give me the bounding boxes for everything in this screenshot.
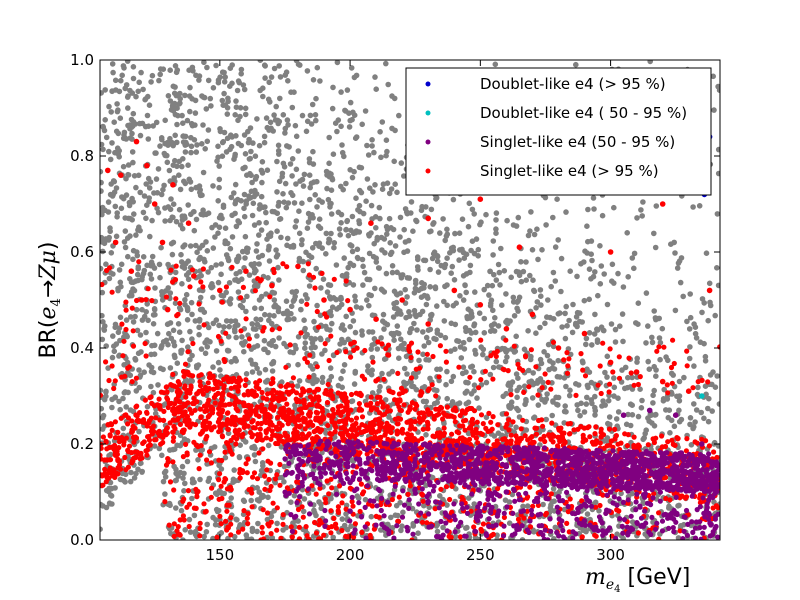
series-2-point-5 (425, 456, 431, 462)
series-2-point-16 (699, 441, 705, 447)
series-3-point-26 (556, 345, 562, 351)
series-2-point-17 (673, 412, 679, 418)
legend-marker-3 (426, 169, 431, 174)
series-3-point-8 (113, 240, 119, 246)
series-3-point-13 (217, 288, 223, 294)
series-2-point-2 (347, 480, 353, 486)
series-2-point-21 (556, 494, 562, 500)
series-3-point-0 (105, 168, 111, 174)
series-2-point-12 (608, 470, 614, 476)
series-2-point-0 (295, 451, 301, 457)
series-2-point-20 (504, 489, 510, 495)
series-3-point-7 (186, 220, 192, 226)
series-3-point-39 (517, 244, 523, 250)
series-2-point-15 (686, 470, 692, 476)
series-2-point-18 (647, 408, 653, 414)
series-3-point-36 (608, 249, 614, 255)
series-2-point-19 (621, 412, 627, 418)
series-3-point-20 (399, 297, 405, 303)
y-tick-label-5: 1.0 (70, 51, 94, 69)
series-3-point-25 (530, 312, 536, 318)
series-3-point-22 (452, 288, 458, 294)
series-1-point-0 (699, 393, 705, 399)
series-3-point-14 (243, 268, 249, 274)
series-2-point-11 (582, 465, 588, 471)
series-3-point-31 (686, 388, 692, 394)
series-3-point-6 (170, 182, 176, 188)
series-3-point-2 (134, 139, 140, 145)
series-3-point-18 (347, 307, 353, 313)
series-3-point-12 (191, 273, 197, 279)
series-2-point-22 (608, 489, 614, 495)
series-2-point-4 (399, 470, 405, 476)
series-2-point-9 (530, 465, 536, 471)
series-2-point-8 (504, 470, 510, 476)
series-2-point-26 (478, 513, 484, 519)
legend-marker-1 (426, 111, 431, 116)
series-3-point-5 (160, 240, 166, 246)
series-3-point-37 (660, 201, 666, 207)
x-tick-label-0: 150 (206, 546, 235, 564)
x-axis-label: me4 [GeV] (585, 565, 690, 595)
legend: Doublet-like e4 (> 95 %) Doublet-like e4 … (406, 68, 711, 195)
series-3-point-1 (118, 172, 124, 178)
legend-marker-2 (426, 140, 431, 145)
y-tick-label-2: 0.4 (70, 339, 94, 357)
series-3-point-32 (707, 288, 713, 294)
series-2-point-10 (556, 460, 562, 466)
series-3-point-27 (582, 331, 588, 337)
legend-label-3: Singlet-like e4 (> 95 %) (480, 162, 659, 180)
legend-label-1: Doublet-like e4 ( 50 - 95 %) (480, 104, 687, 122)
series-2-point-13 (634, 465, 640, 471)
series-3-point-29 (634, 369, 640, 375)
series-3-point-19 (373, 316, 379, 322)
series-2-point-6 (452, 465, 458, 471)
y-tick-label-4: 0.8 (70, 147, 94, 165)
y-tick-label-3: 0.6 (70, 243, 94, 261)
series-2-point-23 (660, 484, 666, 490)
series-3-point-23 (478, 302, 484, 308)
series-3-point-28 (608, 360, 614, 366)
legend-marker-0 (426, 82, 431, 87)
series-3-point-34 (478, 196, 484, 202)
x-tick-label-1: 200 (336, 546, 365, 564)
series-3-point-10 (139, 297, 145, 303)
y-axis-label: BR(e4→Zμ) (36, 242, 64, 359)
legend-label-2: Singlet-like e4 (50 - 95 %) (480, 133, 675, 151)
series-3-point-17 (321, 297, 327, 303)
legend-label-0: Doublet-like e4 (> 95 %) (480, 75, 666, 93)
series-3-point-15 (269, 283, 275, 289)
series-2-point-27 (582, 518, 588, 524)
series-2-point-7 (478, 460, 484, 466)
y-tick-label-1: 0.2 (70, 435, 94, 453)
series-2-point-3 (373, 460, 379, 466)
series-2-point-1 (321, 465, 327, 471)
series-3-point-38 (368, 220, 374, 226)
series-2-point-24 (425, 499, 431, 505)
x-tick-label-3: 300 (596, 546, 625, 564)
series-3-point-21 (425, 321, 431, 327)
series-3-point-4 (152, 201, 158, 207)
series-2-point-25 (347, 508, 353, 514)
series-3-point-30 (660, 379, 666, 385)
y-tick-label-0: 0.0 (70, 531, 94, 549)
series-3-point-33 (425, 216, 431, 222)
series-3-point-9 (129, 268, 135, 274)
series-2-point-14 (660, 460, 666, 466)
series-3-point-24 (504, 326, 510, 332)
series-3-point-3 (144, 163, 150, 169)
x-tick-label-2: 250 (466, 546, 495, 564)
series-3-point-16 (295, 264, 301, 270)
series-3-point-11 (165, 307, 171, 313)
